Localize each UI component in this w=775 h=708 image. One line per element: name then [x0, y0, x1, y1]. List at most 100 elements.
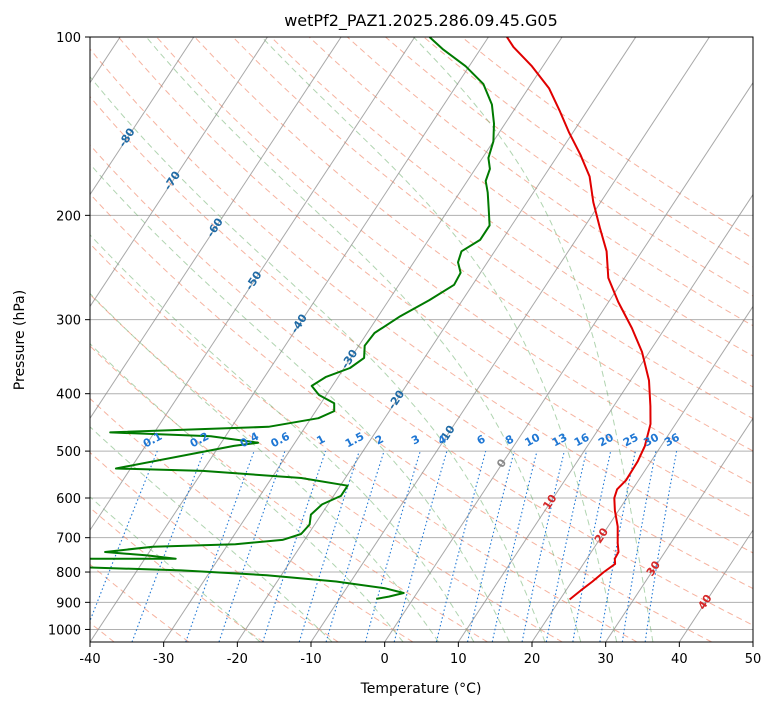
mixing-ratio-label: 10 — [523, 431, 543, 450]
mixing-ratio-label: 1.5 — [343, 430, 366, 451]
moist-adiabat-label: 20 — [592, 525, 611, 545]
mixing-ratio-label: 0.6 — [269, 430, 293, 451]
y-tick-label: 700 — [56, 532, 81, 547]
x-tick-label: -30 — [153, 652, 174, 667]
mixing-ratio-line — [90, 450, 158, 623]
dry-adiabat — [423, 37, 753, 268]
isotherm-line — [457, 193, 753, 642]
mixing-ratio-line — [131, 450, 205, 642]
moist-adiabat-label: 40 — [695, 592, 714, 612]
isotherm-line — [310, 37, 710, 642]
mixing-ratio-label: 20 — [596, 431, 616, 450]
mixing-ratio-label: 6 — [475, 432, 488, 447]
mixing-ratio-label: 2 — [373, 432, 386, 447]
y-tick-label: 400 — [56, 388, 81, 403]
x-tick-label: 10 — [450, 652, 467, 667]
isotherm-line — [236, 37, 637, 642]
mixing-ratio-line — [218, 450, 286, 642]
x-tick-label: 20 — [524, 652, 541, 667]
mixing-ratio-label: 30 — [641, 431, 661, 450]
moist-adiabat — [90, 292, 439, 642]
x-axis: -40 -30 -20 -10 0 10 20 30 40 50 — [79, 642, 761, 667]
temperature-profile-line — [506, 37, 652, 601]
isotherm-label: -30 — [339, 347, 361, 371]
dry-adiabat — [308, 37, 753, 357]
moist-adiabat-label: 30 — [644, 558, 663, 578]
dry-adiabat — [270, 37, 753, 388]
mixing-ratio-line — [262, 450, 327, 642]
mixing-ratio-line — [545, 450, 587, 642]
mixing-ratio-line — [644, 451, 678, 642]
isotherm-line — [90, 37, 342, 420]
chart-title: wetPf2_PAZ1.2025.286.09.45.G05 — [284, 11, 558, 31]
dry-adiabat — [156, 37, 753, 485]
dry-adiabat — [385, 37, 753, 297]
dry-adiabat — [90, 293, 563, 642]
y-tick-label: 500 — [56, 445, 81, 460]
dry-adiabat — [118, 37, 753, 519]
series-layer — [90, 37, 652, 601]
mixing-ratio-label: 1 — [314, 432, 327, 447]
dry-adiabat — [90, 563, 190, 642]
y-tick-label: 300 — [56, 314, 81, 329]
dry-adiabat — [90, 451, 339, 642]
dry-adiabat — [346, 37, 753, 327]
mixing-ratio-label: 25 — [621, 431, 641, 450]
x-tick-label: -10 — [300, 652, 321, 667]
x-tick-label: 40 — [671, 652, 688, 667]
isotherm-label: -100 — [20, 41, 46, 71]
mixing-ratio-label: 36 — [662, 431, 682, 450]
moist-adiabat — [90, 496, 261, 642]
isotherm-line — [531, 305, 753, 642]
dry-adiabat — [90, 95, 753, 590]
mixing-ratio-line — [521, 450, 565, 642]
x-tick-label: 50 — [745, 652, 762, 667]
isotherm-line — [90, 37, 489, 642]
y-tick-label: 1000 — [48, 623, 81, 638]
x-tick-label: -40 — [79, 652, 100, 667]
plot-area: -100-90-80-70-60-50-40-30-20-10010203040… — [20, 37, 753, 642]
mixing-ratio-label: 0.2 — [188, 430, 211, 451]
mixing-ratio-label: 3 — [409, 432, 422, 447]
y-axis-label: Pressure (hPa) — [12, 290, 28, 390]
mixing-ratio-label: 16 — [572, 431, 592, 450]
isotherm-line — [90, 37, 268, 308]
x-tick-label: -20 — [227, 652, 248, 667]
dry-adiabat — [90, 345, 488, 642]
mixing-ratio-line — [491, 450, 538, 642]
moist-adiabat — [261, 37, 618, 642]
isotherm-line — [90, 37, 195, 196]
x-axis-label: Temperature (°C) — [360, 681, 482, 697]
isotherm-line — [605, 417, 753, 642]
moist-adiabat — [90, 75, 546, 642]
freezing-level-label: 0 — [494, 456, 509, 470]
isotherm-line — [752, 641, 753, 642]
moist-adiabat — [90, 343, 404, 642]
isotherm-label: -40 — [288, 311, 310, 335]
moist-adiabat — [413, 37, 654, 642]
y-tick-label: 900 — [56, 596, 81, 611]
moist-adiabat — [145, 37, 582, 642]
mixing-ratio-line — [325, 450, 385, 642]
background-lines — [90, 37, 753, 642]
y-tick-label: 100 — [56, 31, 81, 46]
mixing-ratio-line — [393, 450, 448, 642]
isotherm-label: -50 — [243, 268, 265, 292]
mixing-ratio-label: 13 — [550, 431, 570, 450]
moist-adiabat-label: 10 — [540, 492, 559, 512]
mixing-ratio-label: 0.4 — [238, 430, 262, 451]
mixing-ratio-line — [298, 450, 360, 642]
x-tick-label: 0 — [381, 652, 389, 667]
isotherm-label: -70 — [161, 169, 183, 193]
y-tick-label: 600 — [56, 492, 81, 507]
line-labels: -100-90-80-70-60-50-40-30-20-10010203040… — [20, 41, 715, 612]
isotherm-line — [90, 37, 416, 532]
isotherm-line — [678, 529, 753, 642]
mixing-ratio-line — [185, 450, 255, 642]
dry-adiabat — [194, 37, 753, 452]
dry-adiabat — [90, 48, 753, 554]
y-tick-label: 200 — [56, 209, 81, 224]
mixing-ratio-line — [466, 450, 515, 642]
dry-adiabat — [90, 507, 264, 642]
